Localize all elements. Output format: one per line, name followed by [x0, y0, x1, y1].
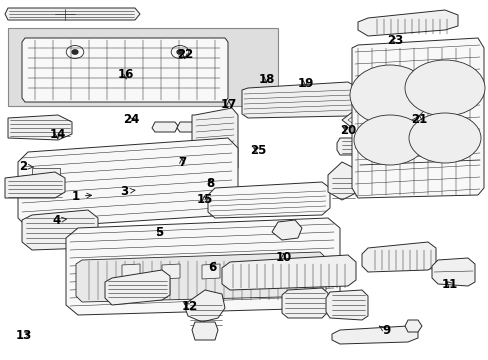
- Polygon shape: [282, 288, 327, 318]
- Text: 25: 25: [249, 144, 266, 157]
- Text: 1: 1: [72, 190, 91, 203]
- Text: 5: 5: [155, 226, 163, 239]
- Polygon shape: [66, 218, 339, 315]
- Ellipse shape: [404, 60, 484, 116]
- Polygon shape: [325, 290, 367, 320]
- Text: 16: 16: [118, 68, 134, 81]
- Ellipse shape: [349, 65, 429, 125]
- Text: 18: 18: [258, 73, 274, 86]
- Text: 8: 8: [206, 177, 214, 190]
- Polygon shape: [18, 138, 238, 228]
- Polygon shape: [431, 258, 474, 286]
- Polygon shape: [351, 38, 483, 198]
- Bar: [8, 28, 278, 106]
- Text: 20: 20: [339, 124, 356, 137]
- Polygon shape: [202, 264, 220, 279]
- Polygon shape: [105, 270, 170, 305]
- Ellipse shape: [408, 113, 480, 163]
- Polygon shape: [242, 82, 354, 118]
- Polygon shape: [404, 320, 421, 332]
- Polygon shape: [331, 326, 417, 344]
- Circle shape: [177, 50, 183, 54]
- Polygon shape: [357, 10, 457, 36]
- Polygon shape: [184, 290, 224, 322]
- Polygon shape: [222, 255, 355, 290]
- Polygon shape: [152, 122, 178, 132]
- Bar: [32, 168, 60, 188]
- Polygon shape: [22, 38, 227, 102]
- Text: 2: 2: [20, 160, 33, 173]
- Text: 22: 22: [176, 48, 193, 61]
- Polygon shape: [207, 182, 329, 218]
- Text: 19: 19: [297, 77, 313, 90]
- Circle shape: [72, 50, 78, 54]
- Text: 4: 4: [52, 214, 66, 227]
- Polygon shape: [162, 264, 180, 279]
- Polygon shape: [347, 115, 361, 125]
- Polygon shape: [341, 110, 367, 130]
- Text: 12: 12: [181, 300, 198, 313]
- Text: 11: 11: [441, 278, 457, 291]
- Polygon shape: [5, 172, 65, 198]
- Polygon shape: [22, 210, 98, 250]
- Polygon shape: [122, 264, 140, 279]
- Polygon shape: [76, 252, 325, 302]
- Text: 9: 9: [379, 324, 389, 337]
- Polygon shape: [5, 8, 140, 20]
- Text: 15: 15: [196, 193, 212, 206]
- Ellipse shape: [353, 115, 425, 165]
- Text: 17: 17: [220, 98, 237, 111]
- Polygon shape: [247, 264, 265, 279]
- Text: 3: 3: [121, 185, 135, 198]
- Polygon shape: [361, 242, 435, 272]
- Polygon shape: [192, 108, 238, 178]
- Polygon shape: [8, 115, 72, 140]
- Text: 14: 14: [49, 129, 66, 141]
- Text: 10: 10: [275, 251, 291, 264]
- Text: 6: 6: [208, 261, 216, 274]
- Polygon shape: [177, 122, 203, 132]
- Text: 24: 24: [122, 113, 139, 126]
- Polygon shape: [336, 138, 367, 155]
- Polygon shape: [192, 322, 218, 340]
- Text: 13: 13: [15, 329, 32, 342]
- Text: 7: 7: [178, 156, 185, 169]
- Text: 21: 21: [410, 113, 427, 126]
- Polygon shape: [271, 220, 302, 240]
- Polygon shape: [327, 162, 357, 200]
- Text: 23: 23: [386, 34, 403, 47]
